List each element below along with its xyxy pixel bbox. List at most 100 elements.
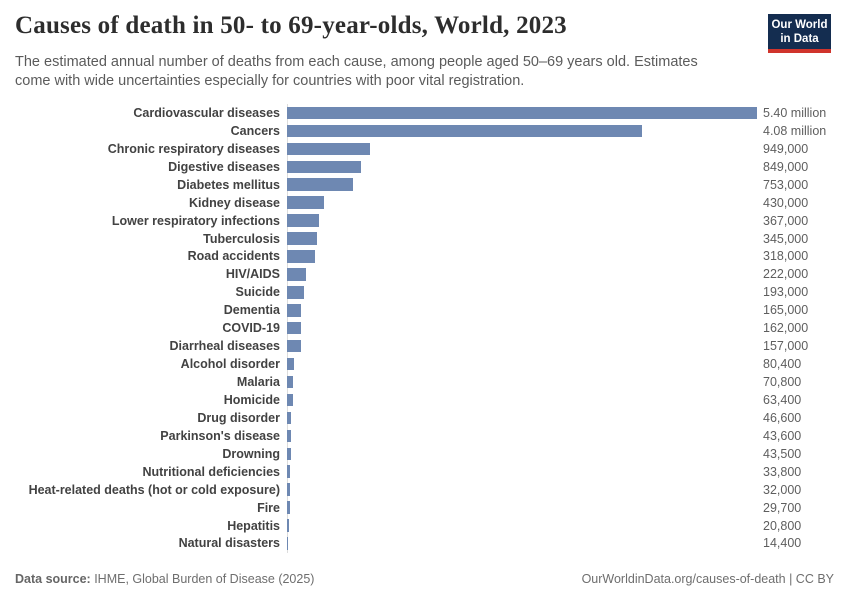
bar[interactable]	[287, 178, 353, 191]
bar[interactable]	[287, 304, 302, 317]
bar-row: Suicide 193,000	[0, 283, 850, 301]
value-label: 20,800	[763, 518, 802, 533]
bar-row: Diarrheal diseases 157,000	[0, 337, 850, 355]
bar[interactable]	[287, 214, 319, 227]
value-label: 430,000	[763, 195, 809, 210]
bar-row: Kidney disease 430,000	[0, 194, 850, 212]
bar[interactable]	[287, 268, 307, 281]
bar-row: Diabetes mellitus 753,000	[0, 176, 850, 194]
category-label: Digestive diseases	[168, 159, 280, 174]
bar-row: Road accidents 318,000	[0, 248, 850, 266]
bar-track	[287, 268, 757, 281]
category-label: Dementia	[223, 303, 280, 318]
category-label: Hepatitis	[227, 518, 280, 533]
bar-track	[287, 304, 757, 317]
value-label: 157,000	[763, 339, 809, 354]
bar-track	[287, 286, 757, 299]
bar[interactable]	[287, 483, 290, 496]
value-label: 63,400	[763, 392, 802, 407]
value-label: 33,800	[763, 464, 802, 479]
value-label: 753,000	[763, 177, 809, 192]
owid-logo-line2: in Data	[780, 33, 819, 45]
bar-track	[287, 124, 757, 138]
owid-logo[interactable]: Our World in Data	[768, 14, 831, 53]
value-label: 949,000	[763, 141, 809, 156]
bar[interactable]	[287, 393, 293, 407]
bar[interactable]	[287, 232, 318, 245]
value-label: 193,000	[763, 285, 809, 300]
chart-subtitle: The estimated annual number of deaths fr…	[15, 54, 698, 89]
value-label: 46,600	[763, 410, 802, 425]
bar[interactable]	[287, 286, 304, 299]
bar-chart: Cardiovascular diseases 5.40 million Cance…	[0, 104, 850, 553]
bar[interactable]	[287, 429, 291, 443]
value-label: 29,700	[763, 500, 802, 515]
bar-row: Homicide 63,400	[0, 391, 850, 409]
value-label: 5.40 million	[763, 105, 827, 120]
category-label: Parkinson's disease	[160, 428, 280, 443]
bar[interactable]	[287, 465, 290, 478]
bar-track	[287, 465, 757, 478]
bar-rows: Cardiovascular diseases 5.40 million Cance…	[0, 104, 850, 552]
page-title: Causes of death in 50- to 69-year-olds, …	[15, 12, 567, 39]
category-label: Kidney disease	[188, 195, 280, 210]
credit-link[interactable]: OurWorldinData.org/causes-of-death | CC …	[581, 572, 834, 586]
bar-row: HIV/AIDS 222,000	[0, 265, 850, 283]
chart-footer: Data source: IHME, Global Burden of Dise…	[15, 572, 834, 586]
bar[interactable]	[287, 375, 294, 389]
value-label: 162,000	[763, 321, 809, 336]
bar[interactable]	[287, 250, 315, 263]
bar-track	[287, 357, 757, 371]
value-label: 345,000	[763, 231, 809, 246]
data-source-label: Data source:	[15, 572, 91, 586]
bar[interactable]	[287, 321, 302, 335]
bar-track	[287, 196, 757, 209]
bar-track	[287, 375, 757, 389]
owid-logo-line1: Our World	[771, 19, 828, 31]
category-label: Nutritional deficiencies	[142, 464, 280, 479]
bar-track	[287, 339, 757, 353]
category-label: Cardiovascular diseases	[133, 105, 280, 120]
bar-row: Fire 29,700	[0, 499, 850, 517]
bar-row: Heat-related deaths (hot or cold exposur…	[0, 481, 850, 499]
bar[interactable]	[287, 519, 289, 532]
bar-track	[287, 142, 757, 156]
value-label: 70,800	[763, 375, 802, 390]
category-label: Natural disasters	[178, 536, 280, 551]
category-label: Heat-related deaths (hot or cold exposur…	[28, 482, 280, 497]
category-label: Homicide	[223, 392, 280, 407]
bar[interactable]	[287, 357, 294, 371]
bar-row: Natural disasters 14,400	[0, 535, 850, 553]
category-label: Suicide	[235, 285, 280, 300]
bar[interactable]	[287, 196, 325, 209]
value-label: 43,600	[763, 428, 802, 443]
category-label: Diabetes mellitus	[177, 177, 280, 192]
bar-row: Tuberculosis 345,000	[0, 230, 850, 248]
value-label: 14,400	[763, 536, 802, 551]
bar-row: Lower respiratory infections 367,000	[0, 212, 850, 230]
bar-row: Cardiovascular diseases 5.40 million	[0, 104, 850, 122]
category-label: Malaria	[236, 375, 280, 390]
bar-track	[287, 519, 757, 532]
category-label: Cancers	[230, 123, 280, 138]
bar-track	[287, 483, 757, 496]
bar-row: Drug disorder 46,600	[0, 409, 850, 427]
bar[interactable]	[287, 142, 370, 156]
value-label: 367,000	[763, 213, 809, 228]
category-label: Fire	[257, 500, 280, 515]
bar-track	[287, 214, 757, 227]
value-label: 222,000	[763, 267, 809, 282]
bar[interactable]	[287, 537, 289, 550]
bar[interactable]	[287, 106, 757, 120]
bar-track	[287, 393, 757, 407]
value-label: 32,000	[763, 482, 802, 497]
category-label: Lower respiratory infections	[111, 213, 280, 228]
bar[interactable]	[287, 501, 290, 514]
bar-track	[287, 106, 757, 120]
bar[interactable]	[287, 124, 643, 138]
bar[interactable]	[287, 339, 301, 353]
bar[interactable]	[287, 160, 361, 174]
bar[interactable]	[287, 411, 292, 425]
bar[interactable]	[287, 447, 291, 461]
bar-row: Parkinson's disease 43,600	[0, 427, 850, 445]
